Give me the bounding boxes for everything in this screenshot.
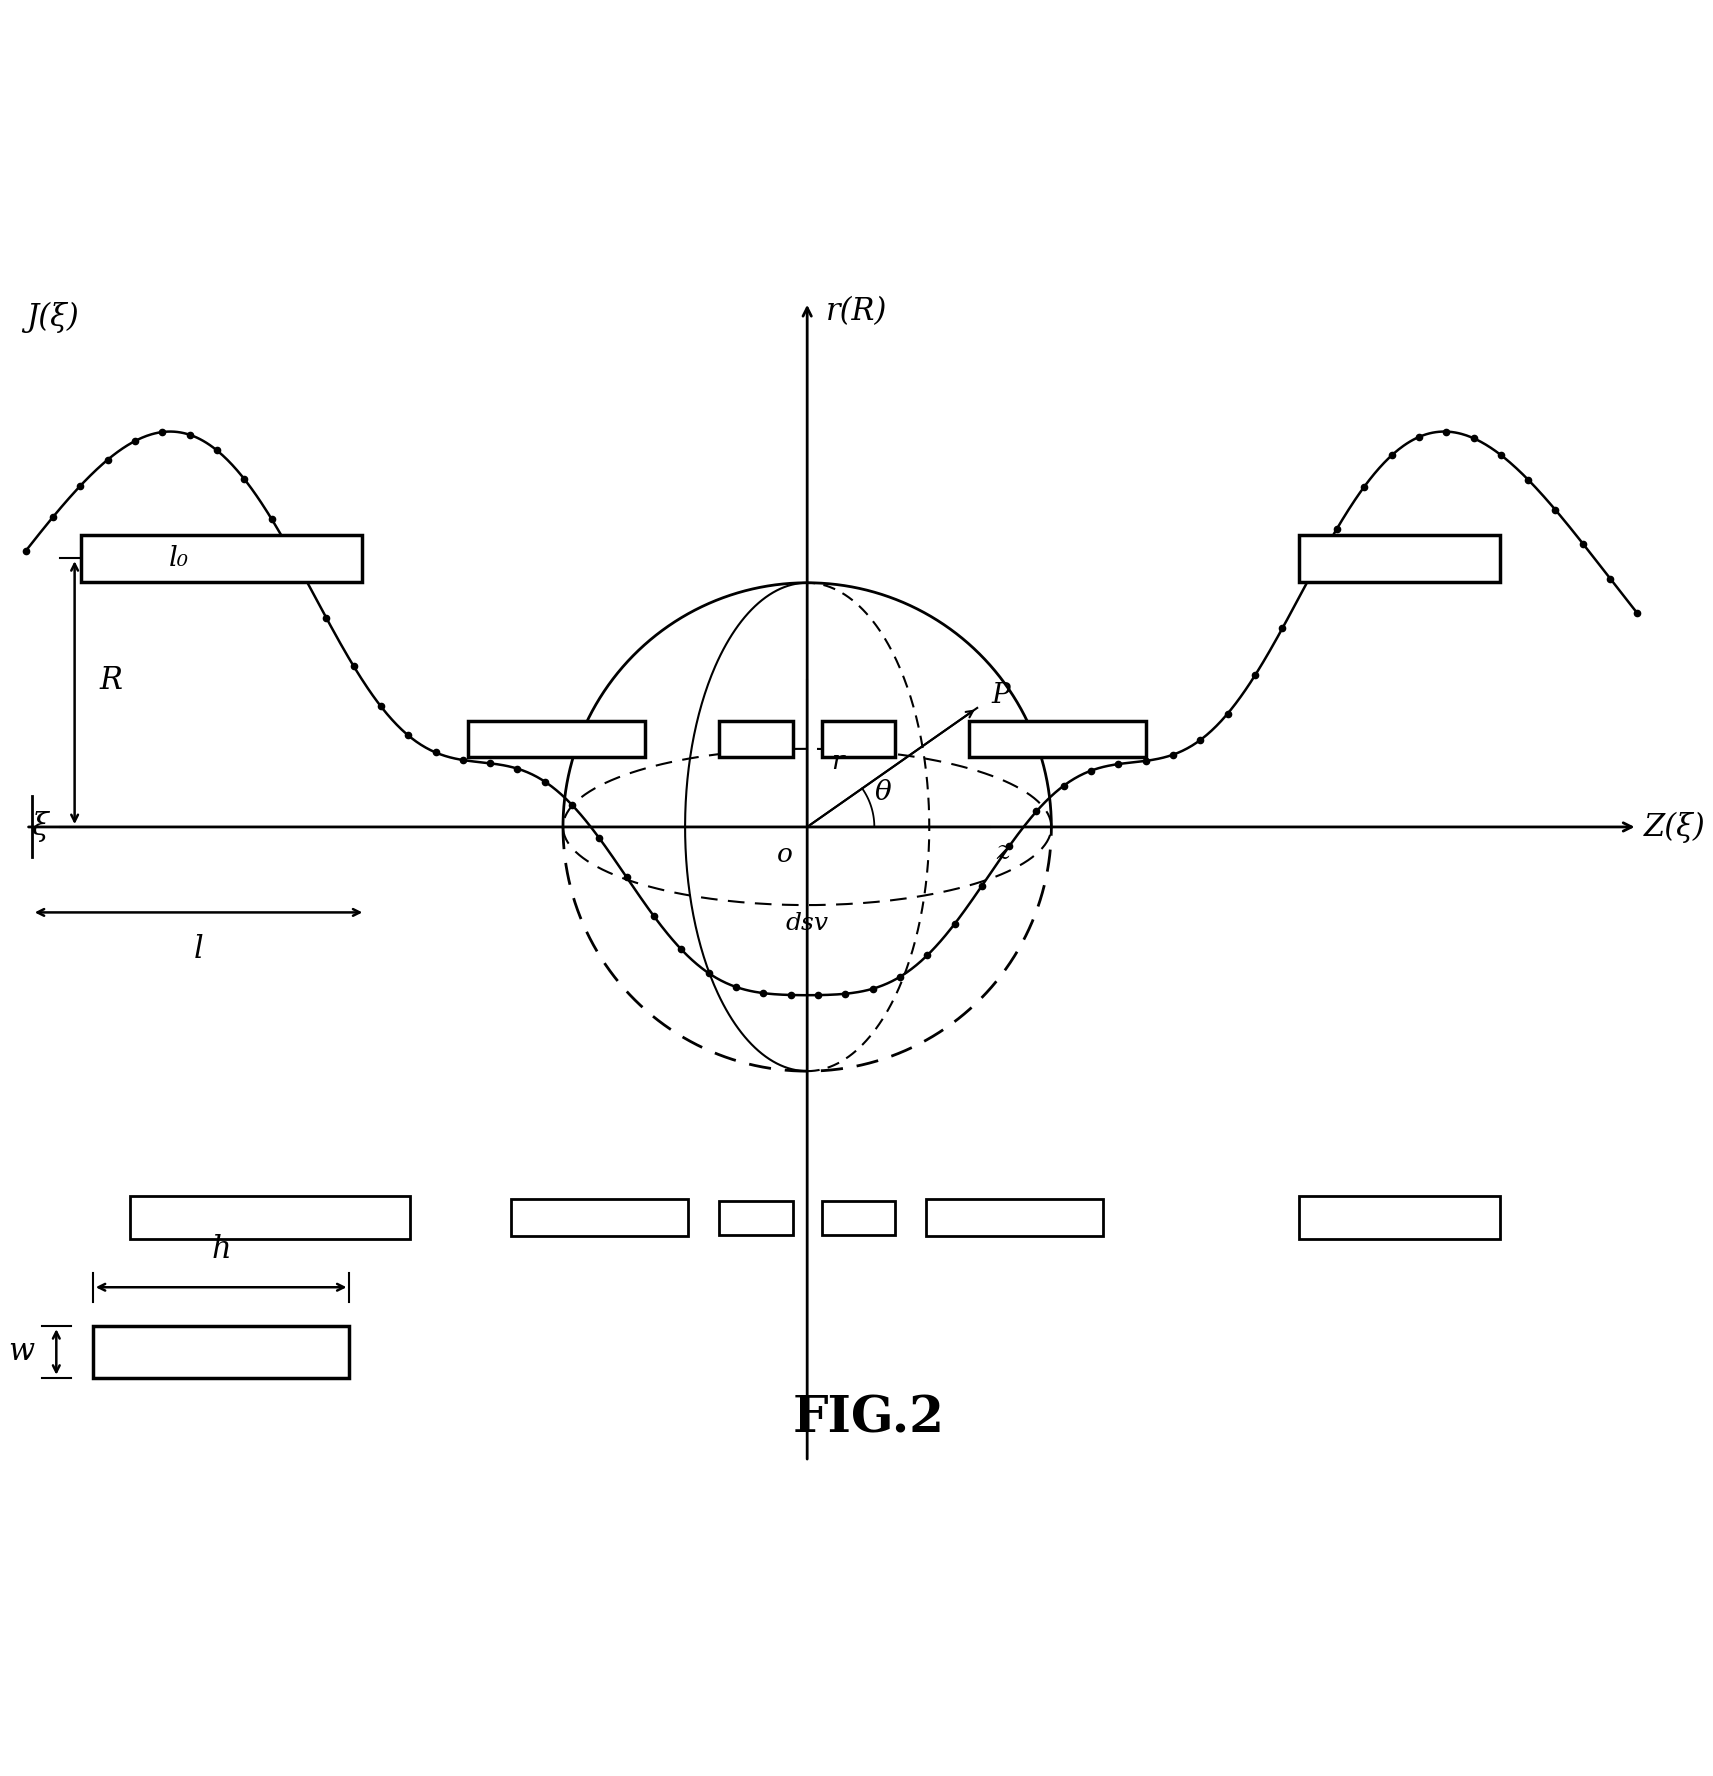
Bar — [1298, 1197, 1501, 1240]
Bar — [1298, 535, 1501, 581]
Text: z: z — [997, 840, 1011, 865]
Text: h: h — [211, 1234, 231, 1265]
Bar — [822, 1201, 896, 1234]
Bar — [719, 721, 793, 757]
Bar — [822, 721, 896, 757]
Text: θ: θ — [875, 780, 891, 806]
Bar — [93, 1327, 349, 1378]
Text: P: P — [992, 682, 1011, 709]
Bar — [970, 721, 1146, 757]
Text: w: w — [9, 1337, 34, 1368]
Text: dsv: dsv — [786, 913, 829, 936]
Bar — [130, 1197, 411, 1240]
Text: Z(ξ): Z(ξ) — [1643, 812, 1704, 842]
Text: J(ξ): J(ξ) — [26, 302, 79, 334]
Text: o: o — [776, 842, 793, 867]
Text: r(R): r(R) — [826, 297, 887, 327]
Bar — [468, 721, 646, 757]
Text: ξ: ξ — [33, 812, 48, 842]
Bar — [510, 1199, 689, 1236]
Bar — [927, 1199, 1103, 1236]
Text: r: r — [831, 749, 843, 774]
Bar — [719, 1201, 793, 1234]
Text: l₀: l₀ — [168, 545, 188, 572]
Text: l: l — [194, 934, 204, 966]
Text: FIG.2: FIG.2 — [791, 1394, 944, 1444]
Text: R: R — [99, 664, 122, 696]
Bar — [81, 535, 361, 581]
